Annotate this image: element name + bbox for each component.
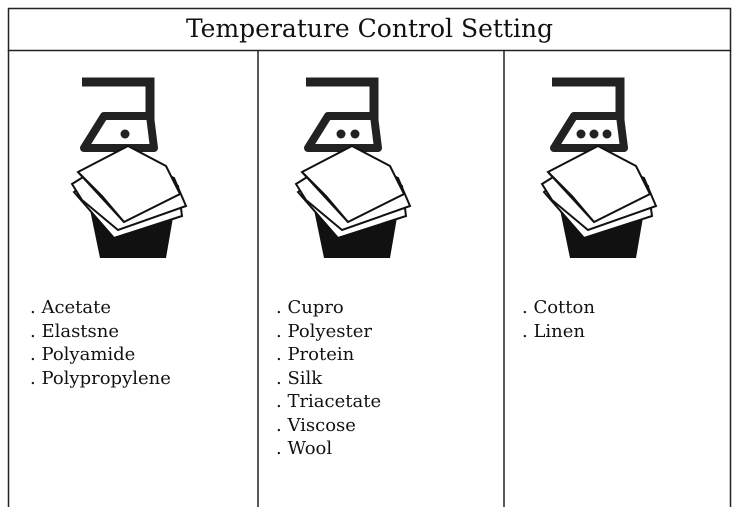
fabric-item: . Cupro [276,297,344,318]
fabric-item: . Silk [276,367,323,389]
fabric-item: . Wool [276,438,333,459]
iron-icon [552,82,624,148]
table-title: Temperature Control Setting [185,14,554,43]
fabric-list: . Cupro. Polyester. Protein. Silk. Triac… [276,296,381,461]
fabric-list: . Cotton. Linen [522,296,595,343]
fabric-item: . Polypropylene [30,367,171,389]
laundry-icon [295,145,411,259]
fabric-item: . Viscose [276,414,356,436]
fabric-list: . Acetate. Elastsne. Polyamide. Polyprop… [30,296,171,390]
fabric-item: . Acetate [30,297,112,318]
fabric-item: . Cotton [522,297,595,318]
laundry-icon [71,145,187,259]
fabric-item: . Polyester [276,320,372,342]
fabric-item: . Linen [522,320,585,342]
iron-icon [82,82,154,148]
fabric-item: . Triacetate [276,391,382,412]
fabric-item: . Elastsne [30,320,120,342]
fabric-item: . Protein [276,344,355,365]
laundry-icon [541,145,657,259]
iron-icon [306,82,378,148]
fabric-item: . Polyamide [30,344,136,365]
